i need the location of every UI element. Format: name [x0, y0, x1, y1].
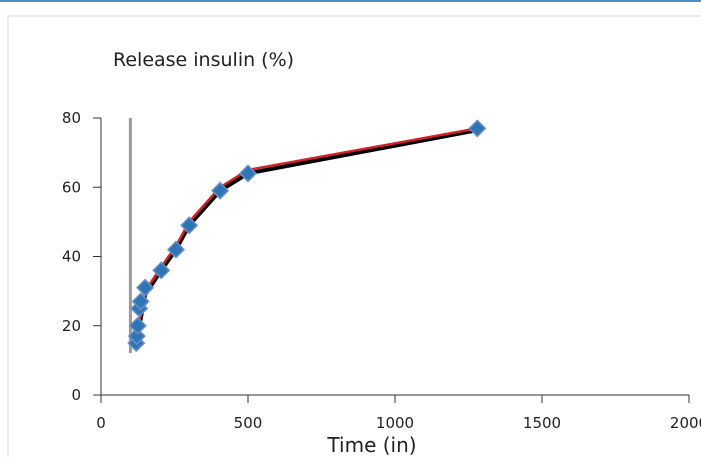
x-tick-label: 0: [96, 414, 106, 432]
x-tick-label: 1500: [523, 414, 561, 432]
data-point: [211, 181, 230, 200]
x-tick-label: 500: [234, 414, 263, 432]
y-tick-label: 80: [62, 109, 81, 127]
x-tick-label: 1000: [376, 414, 414, 432]
data-point: [180, 216, 199, 235]
data-point: [468, 119, 487, 138]
data-markers: [127, 119, 487, 353]
data-point: [238, 164, 258, 183]
fit-line: [135, 127, 479, 341]
y-tick-label: 60: [62, 178, 81, 196]
y-tick-label: 0: [71, 386, 81, 404]
data-point: [166, 240, 186, 259]
data-point: [127, 327, 146, 346]
data-point: [128, 316, 147, 335]
x-axis-label: Time (in): [326, 433, 416, 457]
y-tick-label: 40: [62, 248, 81, 266]
data-point: [131, 292, 150, 311]
fit-lines: [134, 127, 480, 346]
y-tick-label: 20: [62, 317, 81, 335]
data-point: [152, 261, 171, 280]
axes: 0 20 40 60 80 0 500 1000 1500 2000: [62, 109, 701, 432]
fit-line: [134, 128, 480, 346]
chart-title: Release insulin (%): [113, 49, 294, 71]
x-tick-label: 2000: [670, 414, 701, 432]
data-point: [136, 278, 155, 297]
